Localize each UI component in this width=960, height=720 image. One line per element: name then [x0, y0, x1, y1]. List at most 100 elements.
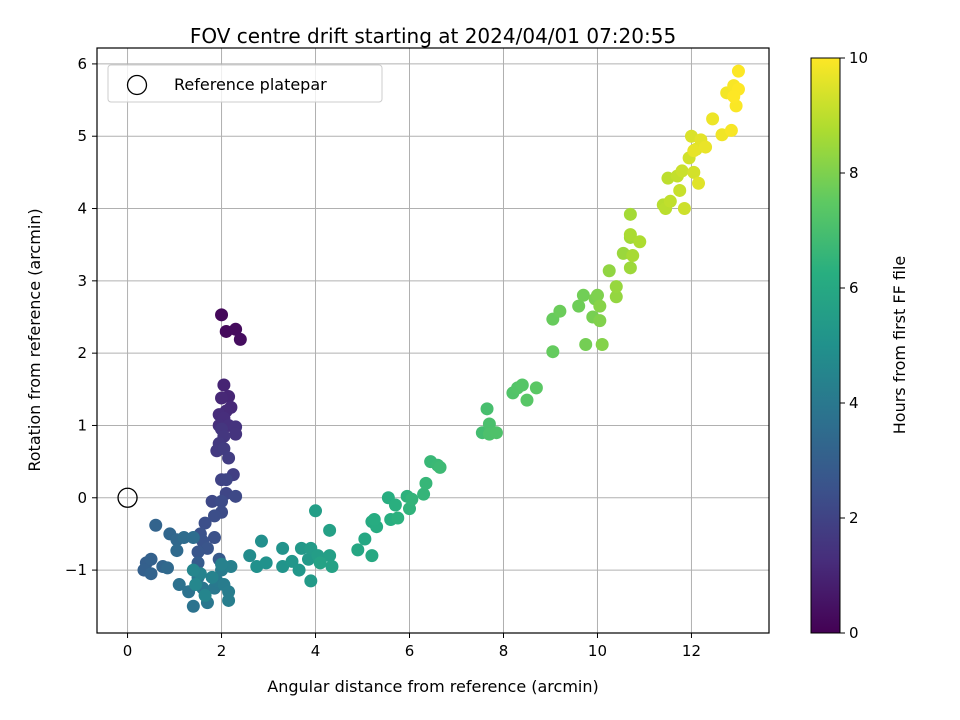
data-point [254, 534, 268, 548]
y-tick-label: 6 [77, 55, 87, 73]
data-point [207, 531, 221, 545]
data-point [687, 144, 701, 158]
data-point [529, 381, 543, 395]
data-point [149, 518, 163, 532]
y-tick-label: 5 [77, 127, 87, 145]
x-axis-ticks: 0 2 4 6 8 10 12 [123, 633, 701, 660]
x-tick-label: 8 [499, 642, 509, 660]
colorbar-label: Hours from first FF file [890, 256, 909, 435]
data-point [325, 559, 339, 573]
data-point [663, 194, 677, 208]
data-point [292, 563, 306, 577]
data-point [259, 556, 273, 570]
data-point [727, 89, 741, 103]
data-point [222, 451, 236, 465]
data-point [186, 563, 200, 577]
data-point [677, 202, 691, 216]
data-point [480, 402, 494, 416]
data-point [233, 332, 247, 346]
y-tick-label: 2 [77, 344, 87, 362]
data-point [144, 567, 158, 581]
data-point [215, 308, 229, 322]
data-point [602, 264, 616, 278]
data-point [673, 183, 687, 197]
data-point [177, 531, 191, 545]
data-point [186, 599, 200, 613]
data-point [626, 249, 640, 263]
data-point [724, 123, 738, 137]
data-point [229, 427, 243, 441]
data-point [706, 112, 720, 126]
data-point [215, 391, 229, 405]
reference-platepar-marker [117, 487, 138, 508]
colorbar-tick-label: 8 [849, 164, 859, 182]
colorbar-tick-label: 6 [849, 279, 859, 297]
colorbar-tick-label: 0 [849, 624, 859, 642]
data-point [675, 164, 689, 178]
data-point [572, 299, 586, 313]
legend-marker [126, 74, 148, 96]
data-point [595, 337, 609, 351]
data-point [229, 489, 243, 503]
data-point [313, 556, 327, 570]
data-point [419, 476, 433, 490]
data-point [323, 523, 337, 537]
data-points [117, 64, 745, 613]
data-point [323, 549, 337, 563]
data-point [215, 494, 229, 508]
data-point [285, 554, 299, 568]
data-point [191, 545, 205, 559]
x-tick-label: 4 [311, 642, 321, 660]
data-point [358, 532, 372, 546]
data-point [294, 541, 308, 555]
data-point [593, 299, 607, 313]
data-point [576, 288, 590, 302]
colorbar-tick-label: 4 [849, 394, 859, 412]
y-axis-label: Rotation from reference (arcmin) [25, 208, 44, 471]
data-point [417, 487, 431, 501]
data-point [520, 393, 534, 407]
data-point [731, 64, 745, 78]
data-point [160, 561, 174, 575]
colorbar-ticks: 0 2 4 6 8 10 [840, 49, 868, 642]
data-point [590, 288, 604, 302]
legend-box [107, 64, 383, 103]
data-point [482, 417, 496, 431]
data-point [229, 322, 243, 336]
data-point [365, 549, 379, 563]
colorbar-frame [810, 57, 841, 634]
data-point [623, 261, 637, 275]
data-point [186, 531, 200, 545]
data-point [205, 570, 219, 584]
data-point [222, 593, 236, 607]
data-point [198, 516, 212, 530]
data-point [515, 378, 529, 392]
data-point [219, 473, 233, 487]
colorbar-tick-label: 2 [849, 509, 859, 527]
y-tick-label: 4 [77, 200, 87, 218]
data-point [215, 557, 229, 571]
data-point [405, 492, 419, 506]
colorbar: 0 2 4 6 8 10 Hours from first FF file [810, 49, 909, 642]
data-point [609, 290, 623, 304]
y-tick-label: 1 [77, 416, 87, 434]
x-tick-label: 10 [588, 642, 607, 660]
colorbar-tick-label: 10 [849, 49, 868, 67]
y-tick-label: 3 [77, 272, 87, 290]
x-tick-label: 2 [217, 642, 227, 660]
chart-title: FOV centre drift starting at 2024/04/01 … [190, 24, 676, 48]
plot-frame [96, 47, 770, 634]
data-point [489, 426, 503, 440]
y-tick-label: 0 [77, 489, 87, 507]
data-point [309, 504, 323, 518]
data-point [351, 543, 365, 557]
data-point [546, 345, 560, 359]
data-point [699, 140, 713, 154]
data-point [144, 552, 158, 566]
data-point [207, 509, 221, 523]
y-tick-label: −1 [65, 561, 87, 579]
colorbar-gradient [811, 58, 840, 633]
data-point [687, 165, 701, 179]
data-point [388, 498, 402, 512]
